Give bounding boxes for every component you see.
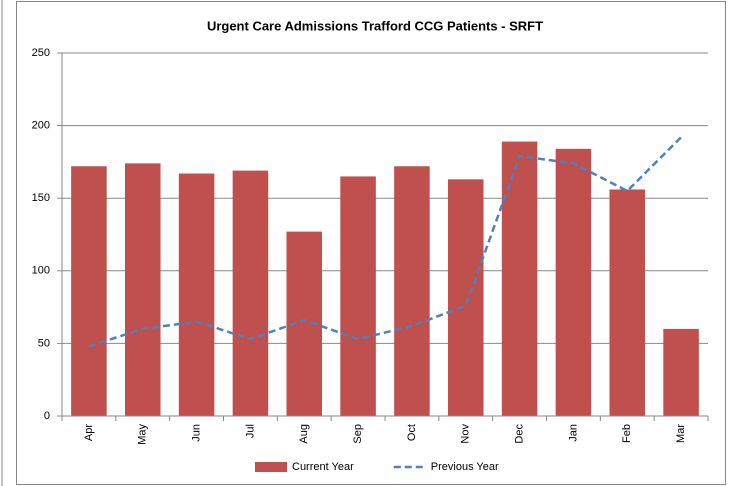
y-tick-label: 150 <box>32 192 50 204</box>
bar <box>71 166 107 416</box>
y-tick-label: 100 <box>32 265 50 277</box>
bar <box>394 166 430 416</box>
x-tick-label: Dec <box>513 424 525 444</box>
x-tick-label: Jan <box>567 424 579 442</box>
x-tick-label: Apr <box>83 424 95 441</box>
bar <box>663 328 699 416</box>
line <box>88 136 682 348</box>
bar <box>340 176 376 416</box>
legend-label: Previous Year <box>431 461 499 473</box>
x-tick-label: Feb <box>621 424 633 443</box>
x-tick-label: Nov <box>460 424 472 444</box>
y-tick-label: 0 <box>44 410 50 422</box>
x-tick-label: May <box>137 424 149 445</box>
bar <box>447 179 484 416</box>
y-tick-label: 250 <box>32 47 50 59</box>
y-tick-label: 50 <box>38 337 50 349</box>
x-tick-label: Oct <box>406 424 418 441</box>
x-tick-label: Jul <box>244 424 256 438</box>
bar <box>501 141 538 416</box>
bar <box>609 189 646 416</box>
legend-label: Current Year <box>292 461 354 473</box>
bar <box>124 163 161 416</box>
x-tick-label: Sep <box>352 424 364 444</box>
y-tick-label: 200 <box>32 120 50 132</box>
bar <box>178 173 215 416</box>
bar <box>232 170 269 416</box>
x-tick-label: Aug <box>298 424 310 444</box>
x-tick-label: Jun <box>190 424 202 442</box>
legend-swatch <box>255 462 287 472</box>
bar <box>555 148 592 416</box>
x-tick-label: Mar <box>675 424 687 443</box>
chart-title: Urgent Care Admissions Trafford CCG Pati… <box>207 18 543 33</box>
